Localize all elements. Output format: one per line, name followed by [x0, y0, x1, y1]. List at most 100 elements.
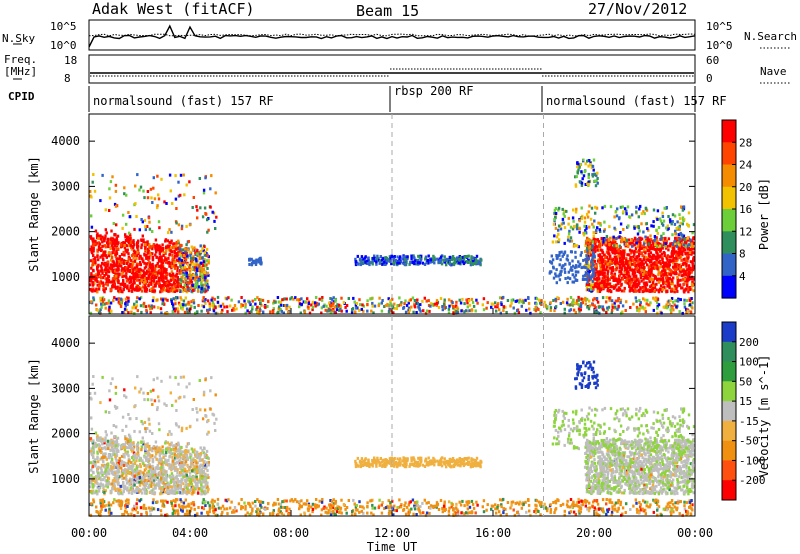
- power-cell: [500, 303, 503, 307]
- power-cell: [90, 274, 93, 278]
- power-cell: [124, 297, 128, 301]
- power-cell: [656, 297, 659, 301]
- power-cell: [652, 254, 655, 258]
- power-cell: [160, 255, 163, 259]
- power-cell: [111, 285, 114, 288]
- power-cell: [248, 301, 251, 305]
- power-cell: [99, 234, 102, 238]
- velocity-cell: [485, 508, 488, 512]
- power-cell: [571, 304, 574, 307]
- power-cell: [110, 254, 113, 257]
- velocity-cell: [279, 510, 282, 514]
- power-cell: [679, 217, 682, 221]
- power-cell: [601, 307, 605, 311]
- nave-label: Nave: [760, 65, 787, 78]
- power-cell: [176, 285, 180, 289]
- power-cell: [662, 263, 666, 267]
- power-cell: [575, 175, 578, 179]
- power-cell: [267, 300, 270, 304]
- power-cell: [334, 299, 337, 303]
- power-cell: [126, 303, 129, 306]
- power-cell: [244, 302, 247, 306]
- power-cell: [144, 249, 147, 253]
- power-cell: [629, 251, 633, 255]
- velocity-cell: [456, 509, 460, 513]
- power-cell: [549, 301, 552, 305]
- power-cell: [107, 270, 111, 274]
- power-cell: [158, 250, 161, 254]
- power-cell: [655, 229, 658, 232]
- power-cell: [206, 230, 209, 234]
- power-cell: [307, 302, 310, 305]
- power-cell: [668, 255, 672, 259]
- velocity-cell: [184, 498, 187, 502]
- power-cell: [368, 260, 371, 264]
- power-cell: [643, 269, 647, 273]
- power-cell: [598, 245, 601, 249]
- power-cell: [481, 303, 484, 307]
- velocity-cell: [381, 501, 384, 504]
- power-cell: [645, 257, 648, 261]
- power-cell: [480, 258, 483, 262]
- power-cell: [604, 268, 608, 272]
- power-cell: [634, 247, 638, 250]
- power-cell: [193, 278, 197, 282]
- power-cell: [284, 304, 287, 307]
- power-cell: [673, 290, 676, 294]
- power-cell: [683, 277, 686, 281]
- velocity-cell: [540, 501, 543, 505]
- power-cell: [155, 255, 158, 259]
- power-cell: [351, 308, 354, 311]
- power-cell: [143, 261, 146, 265]
- velocity-cell: [546, 509, 549, 513]
- power-cell: [678, 224, 681, 228]
- power-cell: [686, 284, 689, 288]
- power-cell: [256, 258, 260, 262]
- power-cell: [678, 256, 681, 260]
- power-cell: [95, 234, 99, 238]
- velocity-cell: [427, 506, 431, 509]
- power-cell: [571, 216, 575, 220]
- power-cell: [180, 224, 184, 228]
- power-cell: [138, 281, 142, 285]
- power-cell: [661, 287, 664, 291]
- velocity-cell: [204, 504, 207, 507]
- power-cell: [127, 311, 130, 315]
- power-cell: [645, 271, 648, 275]
- power-cell: [580, 216, 584, 220]
- power-cell: [203, 299, 206, 303]
- power-cell: [656, 264, 659, 268]
- power-cell: [431, 302, 434, 306]
- power-cell: [577, 302, 580, 306]
- velocity-cell: [632, 504, 635, 508]
- power-cell: [127, 260, 130, 264]
- power-cell: [135, 215, 138, 218]
- power-cell: [653, 290, 656, 293]
- power-cell: [106, 237, 110, 241]
- power-cell: [90, 249, 93, 253]
- power-cell: [140, 289, 144, 293]
- velocity-cell: [177, 503, 181, 507]
- power-cell: [661, 211, 664, 215]
- power-cell: [367, 256, 370, 260]
- power-cell: [603, 271, 606, 275]
- power-cell: [563, 226, 567, 230]
- velocity-cell: [320, 500, 324, 504]
- power-cell: [600, 258, 604, 262]
- power-cell: [421, 261, 425, 265]
- power-cell: [665, 273, 668, 277]
- power-cell: [605, 235, 609, 238]
- power-cell: [612, 244, 616, 248]
- power-cell: [661, 215, 665, 218]
- power-cell: [554, 207, 558, 210]
- power-cell: [191, 206, 194, 209]
- velocity-cell: [89, 513, 93, 517]
- power-cell: [674, 250, 677, 254]
- velocity-cell: [470, 499, 474, 503]
- power-cell: [158, 226, 161, 230]
- velocity-cell: [332, 498, 335, 502]
- power-cell: [594, 205, 597, 209]
- power-cell: [517, 311, 521, 315]
- power-cell: [562, 252, 565, 256]
- power-cell: [105, 255, 108, 259]
